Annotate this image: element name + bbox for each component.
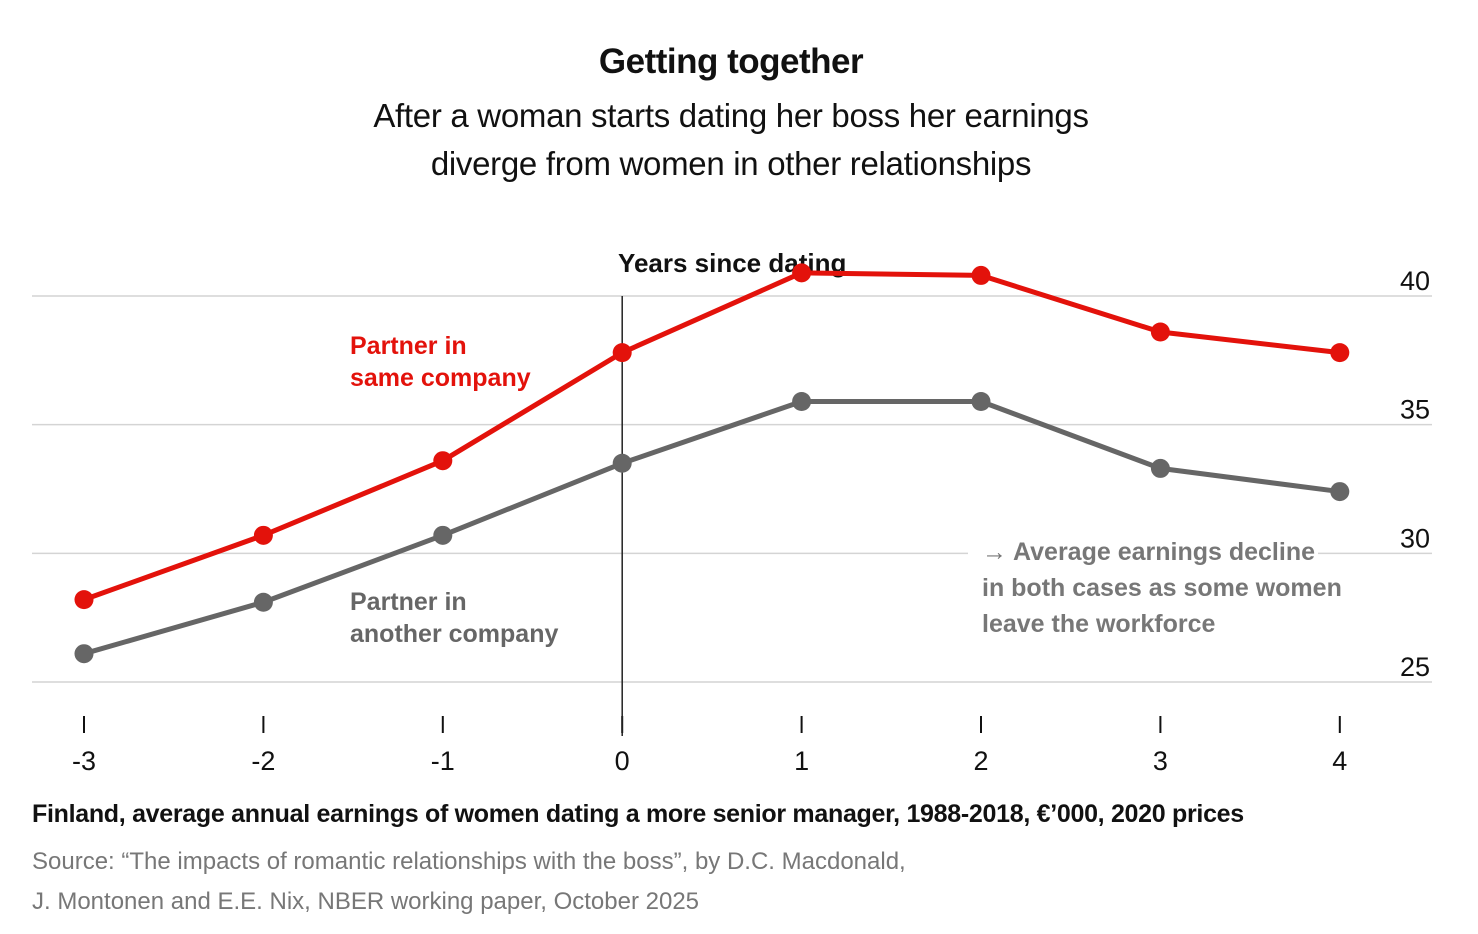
annotation-text: leave the workforce (982, 610, 1216, 638)
x-tick-label: -3 (72, 746, 96, 776)
series-label-same-company: Partner in (350, 332, 467, 360)
series-line-another-company (83, 399, 1341, 657)
x-tick-label: -1 (431, 746, 455, 776)
y-tick-label: 30 (1400, 523, 1430, 553)
x-tick-label: 1 (794, 746, 809, 776)
data-point-same-company (1150, 322, 1170, 342)
data-point-another-company (1150, 458, 1170, 478)
annotation-text: → Average earnings decline (982, 538, 1315, 566)
x-tick-label: 0 (615, 746, 630, 776)
data-point-same-company (971, 265, 991, 285)
series-label-another-company: another company (350, 620, 558, 648)
data-point-another-company (971, 392, 991, 412)
data-point-same-company (433, 451, 453, 471)
data-point-another-company (612, 453, 632, 473)
subtitle-line-1: After a woman starts dating her boss her… (373, 97, 1089, 134)
series-label-same-company: same company (350, 364, 531, 392)
x-tick-label: 3 (1153, 746, 1168, 776)
y-tick-label: 35 (1400, 395, 1430, 425)
chart-title: Getting together (598, 42, 864, 81)
data-point-same-company (792, 263, 812, 283)
data-point-another-company (433, 525, 453, 545)
data-point-same-company (253, 525, 273, 545)
series-line-same-company (83, 270, 1341, 603)
x-tick-label: 4 (1332, 746, 1347, 776)
y-tick-label: 40 (1400, 266, 1430, 296)
data-point-same-company (612, 343, 632, 363)
source-line-2: J. Montonen and E.E. Nix, NBER working p… (32, 888, 700, 915)
y-tick-label: 25 (1400, 652, 1430, 682)
annotation-text: in both cases as some women (982, 574, 1342, 602)
data-point-another-company (74, 644, 94, 664)
source-line-1: Source: “The impacts of romantic relatio… (32, 848, 906, 875)
data-point-another-company (792, 392, 812, 412)
chart-description: Finland, average annual earnings of wome… (32, 800, 1244, 828)
data-point-another-company (253, 592, 273, 612)
chart-source: Source: “The impacts of romantic relatio… (32, 842, 906, 922)
x-tick-label: -2 (251, 746, 275, 776)
data-point-same-company (74, 590, 94, 610)
x-tick-label: 2 (973, 746, 988, 776)
subtitle-line-2: diverge from women in other relationship… (430, 145, 1032, 182)
chart-subtitle: After a woman starts dating her boss her… (330, 92, 1132, 188)
data-point-same-company (1330, 343, 1350, 363)
data-point-another-company (1330, 482, 1350, 502)
series-label-another-company: Partner in (350, 588, 467, 616)
